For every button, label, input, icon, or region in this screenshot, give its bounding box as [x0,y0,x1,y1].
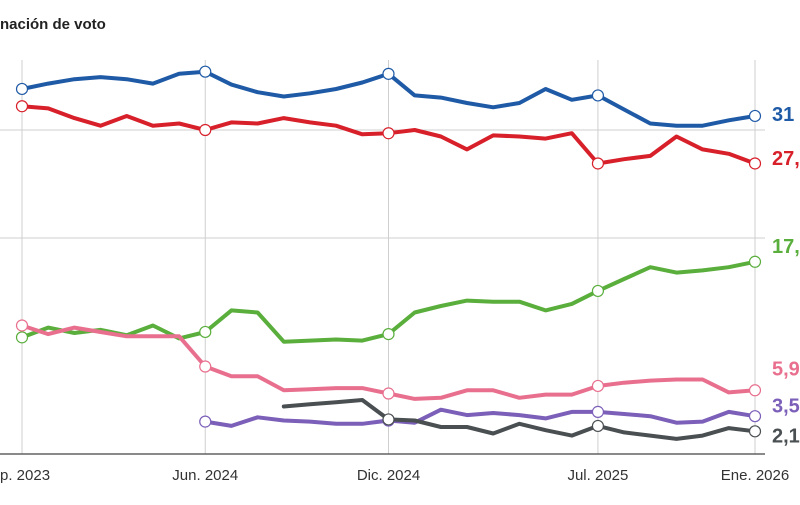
point-marker [748,384,762,397]
point-marker [748,410,762,423]
point-marker [199,360,212,373]
end-label: 17, [772,236,800,258]
point-marker [199,65,212,78]
point-marker [748,109,762,123]
x-tick-label: Ene. 2026 [721,467,789,484]
x-tick-label: Dic. 2024 [357,467,420,484]
point-marker [382,67,395,80]
point-marker [591,379,605,393]
point-marker [591,157,605,170]
point-marker [199,123,212,137]
point-marker [748,157,762,170]
point-marker [15,331,29,344]
point-marker [15,82,29,96]
point-marker [591,419,605,433]
point-marker [382,127,395,140]
x-tick-label: p. 2023 [0,467,50,484]
end-label: 2,1 [772,426,800,448]
end-label: 31 [772,104,794,126]
point-marker [382,413,395,426]
end-label: 27, [772,148,800,170]
point-marker [382,328,395,341]
x-tick-label: Jun. 2024 [172,467,238,484]
point-marker [591,284,605,298]
point-marker [748,425,762,438]
point-marker [382,387,395,400]
point-marker [591,405,605,418]
point-marker [591,89,605,102]
end-label: 5,9 [772,359,800,381]
point-marker [199,415,212,428]
point-marker [199,325,212,339]
x-tick-label: Jul. 2025 [567,467,628,484]
point-marker [748,255,762,268]
chart-title: nación de voto [0,16,106,33]
point-marker [15,100,29,113]
point-marker [15,319,29,332]
series-line [281,398,757,441]
series-line [203,407,757,428]
end-label: 3,5 [772,395,800,417]
